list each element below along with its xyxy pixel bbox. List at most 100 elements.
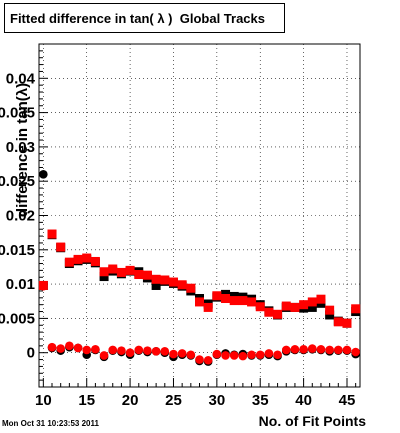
data-point-square [90,256,100,266]
data-point-circle [160,347,170,356]
y-tick-label: 0 [27,345,35,362]
data-point-circle [73,343,83,353]
data-point-square [307,302,317,312]
data-point-circle [82,345,92,355]
data-point-circle [342,345,352,355]
data-point-square [134,269,144,279]
x-tick-label: 20 [122,392,139,409]
data-point-circle [229,351,239,360]
data-point-circle [221,351,230,360]
data-marks [38,170,361,366]
data-point-circle [195,355,204,364]
data-point-circle [108,345,118,355]
data-point-circle [39,170,48,179]
data-point-square [82,253,92,263]
data-point-circle [186,350,196,360]
data-point-square [325,310,335,320]
data-point-square [73,254,83,264]
data-point-square [125,265,135,275]
data-point-circle [203,355,213,365]
data-point-square [290,302,300,312]
data-point-circle [47,342,57,352]
chart-title-box: Fitted difference in tan( λ ) Global Tra… [4,3,285,33]
data-point-square [160,275,170,285]
data-point-square [273,309,283,319]
data-point-square [238,296,248,306]
data-point-circle [125,348,135,358]
data-point-circle [56,344,65,353]
data-point-square [316,294,326,304]
data-point-circle [39,281,48,291]
x-axis-label: No. of Fit Points [258,413,366,429]
data-point-circle [212,349,222,359]
data-point-square [203,302,213,312]
data-point-square [342,318,352,328]
data-point-circle [151,347,161,356]
chart-title: Fitted difference in tan( λ ) Global Tra… [10,10,265,26]
data-point-square [116,267,126,277]
data-point-circle [290,344,300,354]
data-point-square [264,307,274,317]
data-point-square [168,277,178,287]
x-tick-label: 10 [35,392,52,409]
data-point-circle [177,349,187,358]
y-tick-label: 0.025 [0,173,35,190]
x-tick-label: 25 [165,392,182,409]
data-point-square [281,301,291,311]
timestamp: Mon Oct 31 10:23:53 2011 [2,419,99,428]
y-tick-label: 0.01 [6,276,35,293]
data-point-square [56,242,66,252]
data-point-circle [334,345,343,355]
data-point-circle [99,351,109,360]
data-point-circle [91,344,100,354]
data-point-square [151,280,161,290]
y-tick-label: 0.005 [0,310,35,327]
data-point-circle [117,346,126,355]
data-point-square [177,280,187,290]
data-point-square [299,300,309,310]
x-tick-label: 35 [252,392,269,409]
x-tick-label: 15 [78,392,95,409]
data-point-circle [65,341,74,351]
data-point-square [142,270,152,280]
data-point-square [255,302,265,312]
data-point-circle [238,351,248,361]
data-point-square [99,272,109,282]
data-point-square [186,283,196,293]
data-point-circle [255,350,265,360]
data-point-square [307,297,317,307]
data-point-square [99,267,109,277]
gridlines [39,44,360,387]
x-tick-label: 30 [209,392,226,409]
data-point-square [221,294,231,304]
data-point-square [247,297,257,307]
data-point-circle [307,344,317,353]
data-point-square [351,304,361,314]
data-point-square [333,317,343,327]
y-tick-label: 0.03 [6,139,35,156]
data-point-circle [299,344,308,354]
data-point-circle [316,344,326,354]
data-point-circle [264,349,274,358]
data-point-square [212,291,222,301]
data-point-square [325,305,335,315]
data-point-square [108,264,118,274]
y-tick-label: 0.035 [0,105,35,122]
data-point-circle [351,347,360,357]
data-point-circle [247,350,256,360]
data-point-circle [143,346,152,355]
data-point-circle [169,349,178,359]
y-tick-label: 0.04 [6,70,36,87]
x-tick-label: 40 [295,392,312,409]
x-tick-label: 45 [339,392,356,409]
data-point-circle [134,345,144,355]
data-point-square [229,296,239,306]
y-tick-label: 0.02 [6,208,35,225]
axes: 10 15 20 25 30 35 40 45 0 0.005 0.01 0.015 0.02 0.025… [0,50,357,409]
data-point-square [195,297,204,307]
y-axis-label: difference in tan(λ) [14,82,31,218]
data-point-square [47,229,57,239]
data-point-circle [325,345,334,355]
data-point-square [64,257,74,267]
